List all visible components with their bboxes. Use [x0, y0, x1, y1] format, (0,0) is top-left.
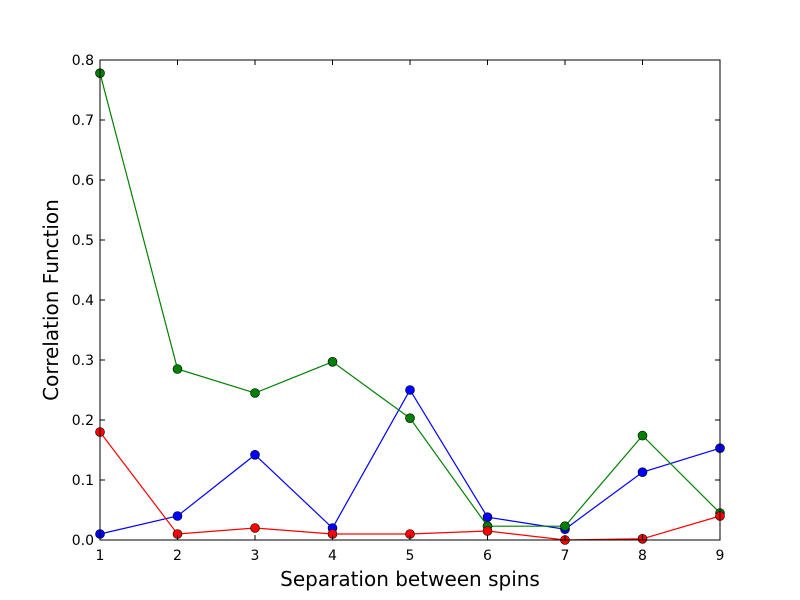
y-tick-label: 0.2	[72, 413, 94, 429]
series-3-point	[482, 526, 493, 536]
series-2-point	[405, 413, 415, 424]
series-2-point	[172, 364, 183, 374]
series-2-point	[250, 388, 260, 398]
y-tick-label: 0.6	[72, 173, 94, 189]
series-1-line	[99, 388, 721, 535]
series-1-point	[250, 449, 260, 460]
y-tick-label: 0.0	[72, 533, 94, 549]
series-1-point	[172, 511, 183, 521]
series-1-point	[482, 512, 493, 523]
series-1-point	[405, 385, 415, 395]
series-3-line	[99, 431, 721, 541]
y-tick-label: 0.3	[72, 353, 94, 369]
y-tick-label: 0.8	[72, 53, 94, 69]
series-2-line	[99, 73, 721, 527]
x-tick-label: 2	[173, 548, 182, 564]
x-tick-label: 6	[483, 548, 492, 564]
x-tick-label: 1	[96, 548, 105, 564]
y-axis-title: Correlation Function	[39, 199, 63, 401]
y-tick-label: 0.5	[72, 233, 94, 249]
x-tick-label: 5	[406, 548, 415, 564]
series-2-point	[637, 430, 648, 441]
y-tick-label: 0.4	[72, 293, 94, 309]
x-tick-label: 8	[638, 548, 647, 564]
series-2-point	[560, 521, 570, 532]
x-tick-label: 3	[251, 548, 260, 564]
x-tick-label: 4	[328, 548, 337, 564]
series-3-point	[250, 523, 260, 533]
x-tick-label: 7	[561, 548, 570, 564]
x-tick-label: 9	[716, 548, 725, 564]
axis-ticks: 1 2 3 4 5 6 7 8 9 0.0 0.1 0.2 0.3 0.4 0.5 0.6 0.7 0.8	[72, 53, 725, 564]
series-1-point	[637, 467, 648, 478]
y-tick-label: 0.1	[72, 473, 94, 489]
x-axis-title: Separation between spins	[280, 567, 540, 591]
y-tick-label: 0.7	[72, 113, 94, 129]
plot-marks	[95, 68, 725, 545]
plot-frame	[99, 59, 721, 541]
series-2-point	[327, 356, 338, 367]
